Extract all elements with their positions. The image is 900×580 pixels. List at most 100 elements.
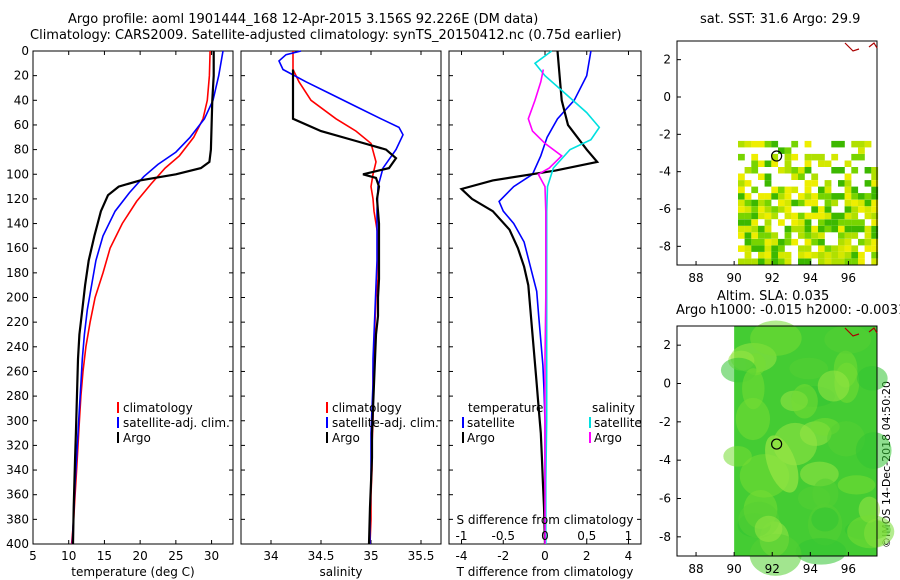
sst-pixel [778, 251, 785, 259]
sst-pixel [764, 180, 772, 187]
sst-pixel [844, 193, 852, 200]
temperature-xtick-label: 15 [97, 549, 112, 563]
diff-legend-temperature-title: temperature [468, 401, 543, 415]
sst-pixel [804, 251, 812, 259]
sst-pixel [778, 219, 785, 226]
sst-pixel [778, 206, 785, 213]
sst-pixel [744, 140, 752, 148]
sst-pixel [791, 212, 799, 220]
sst-pixel [844, 238, 852, 246]
sst-pixel [851, 258, 859, 265]
sst-pixel [831, 140, 839, 148]
depth-tick-label: 380 [6, 512, 29, 526]
sst-pixel [804, 238, 812, 246]
sst-map-ytick-label: -6 [659, 202, 671, 216]
sst-pixel [751, 212, 759, 220]
sst-pixel [771, 206, 779, 213]
sst-pixel [858, 153, 865, 161]
title-line-2: Climatology: CARS2009. Satellite-adjuste… [30, 28, 622, 43]
sst-pixel [784, 225, 792, 233]
depth-tick-label: 340 [6, 463, 29, 477]
sst-pixel [798, 258, 805, 265]
depth-tick-label: 320 [6, 438, 29, 452]
sst-pixel [778, 186, 785, 194]
sst-pixel [771, 153, 779, 161]
sst-pixel [824, 219, 832, 226]
sla-map-ytick-label: -4 [659, 453, 671, 467]
sst-pixel [871, 238, 879, 246]
sla-blob [754, 515, 783, 543]
temperature-frame [32, 50, 234, 545]
sst-pixel [871, 219, 879, 226]
sst-pixel [744, 245, 752, 252]
sst-pixel [844, 206, 852, 213]
sla-map-ytick-label: -2 [659, 415, 671, 429]
sst-pixel [758, 225, 765, 233]
sst-pixel [844, 180, 852, 187]
sst-pixel [858, 140, 865, 148]
sst-pixel [804, 225, 812, 233]
difference-xtick-label: 2 [583, 549, 591, 563]
sla-blob [791, 384, 818, 419]
sst-pixel [871, 258, 879, 265]
sla-blob [827, 421, 866, 457]
sst-pixel [871, 167, 879, 174]
sst-pixel [784, 186, 792, 194]
sst-pixel [831, 199, 839, 207]
sst-pixel [838, 245, 845, 252]
sst-pixel [851, 225, 859, 233]
sst-pixel [744, 167, 752, 174]
sst-pixel [858, 193, 865, 200]
depth-tick-label: 220 [6, 315, 29, 329]
difference-series-s-argo [527, 69, 563, 544]
sla-map-frame [676, 325, 878, 557]
sst-pixel [771, 193, 779, 200]
sst-pixel [871, 199, 879, 207]
sst-pixel [864, 212, 872, 220]
sst-map-ytick-label: -2 [659, 127, 671, 141]
sst-pixel [764, 225, 772, 233]
sst-pixel [804, 199, 812, 207]
sst-pixel [784, 160, 792, 167]
sst-pixel [798, 225, 805, 233]
sst-pixel [784, 251, 792, 259]
sst-pixel [771, 140, 779, 148]
sla-map-xtick-label: 90 [727, 562, 742, 576]
sst-pixel [818, 206, 825, 213]
sst-map-profile-location-marker [771, 150, 783, 162]
sst-map-xtick-label: 96 [841, 271, 856, 285]
sst-pixel [851, 251, 859, 259]
sst-pixel [764, 238, 772, 246]
sst-pixel [858, 225, 865, 233]
sst-pixel [864, 232, 872, 239]
sst-pixel [824, 245, 832, 252]
sst-pixel [831, 251, 839, 259]
sst-pixel [864, 206, 872, 213]
depth-tick-label: 0 [21, 44, 29, 58]
sst-pixel [751, 219, 759, 226]
salinity-diff-axis-label: S difference from climatology [457, 513, 634, 527]
sla-blob [797, 486, 831, 511]
sst-pixel [784, 153, 792, 161]
sst-pixel [798, 193, 805, 200]
sst-pixel [764, 193, 772, 200]
sla-blob [750, 320, 802, 356]
sst-pixel [811, 199, 819, 207]
salinity-legend-label: climatology [332, 401, 402, 415]
sst-pixel [738, 173, 745, 180]
temperature-xlabel: temperature (deg C) [71, 565, 194, 579]
sst-pixel [744, 180, 752, 187]
sst-pixel [791, 219, 799, 226]
sst-pixel [751, 225, 759, 233]
sst-pixel [838, 238, 845, 246]
sst-pixel [851, 206, 859, 213]
salinity-xtick-label: 34.5 [308, 549, 335, 563]
sst-pixel [851, 140, 859, 148]
sst-pixel [771, 186, 779, 194]
depth-tick-label: 240 [6, 340, 29, 354]
sst-pixel [751, 153, 759, 161]
sla-blob [824, 325, 872, 354]
sst-map-xtick-label: 88 [688, 271, 703, 285]
sst-pixel [764, 258, 772, 265]
